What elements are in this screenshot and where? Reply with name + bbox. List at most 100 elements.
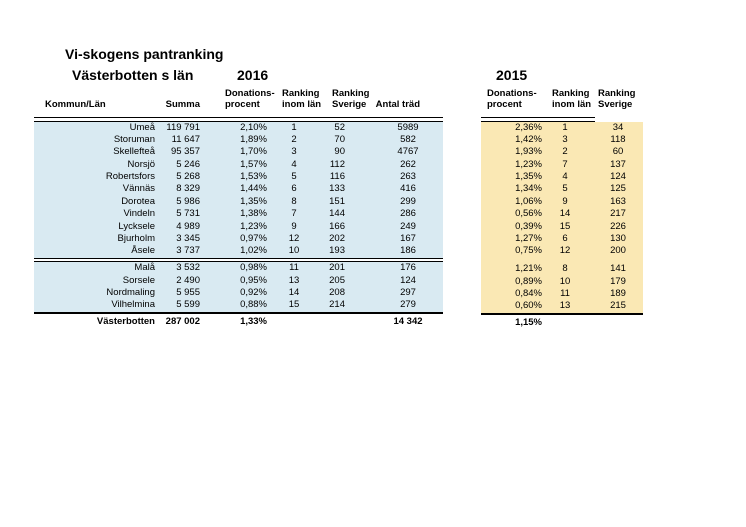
cell-rank_lan_2015: 7 — [562, 158, 568, 170]
cell-antal: 167 — [400, 233, 416, 245]
header-double-rule-right — [481, 117, 595, 122]
table-row: Umeå 119 791 2,10% 1 52 5989 — [34, 122, 443, 134]
section-divider-double-rule — [34, 257, 443, 263]
cell-antal: 249 — [400, 220, 416, 232]
cell-procent: 1,53% — [240, 171, 267, 183]
cell-antal: 279 — [400, 299, 416, 311]
table-row: 0,39% 15 226 — [481, 221, 643, 233]
cell-summa: 119 791 — [166, 121, 200, 133]
cell-procent_2015: 0,39% — [515, 220, 542, 232]
col-header-ranking-sverige-2015: Ranking Sverige — [598, 88, 636, 110]
cell-procent: 0,92% — [240, 287, 267, 299]
table-row: Vännäs 8 329 1,44% 6 133 416 — [34, 183, 443, 195]
cell-summa: 2 490 — [176, 274, 200, 286]
cell-procent_2015: 1,93% — [515, 146, 542, 158]
table-row: Vilhelmina 5 599 0,88% 15 214 279 — [34, 299, 443, 311]
cell-rank_lan: 11 — [289, 262, 299, 274]
table-row: 0,56% 14 217 — [481, 208, 643, 220]
table-2016-section-bottom: Malå 3 532 0,98% 11 201 176 Sorsele 2 490 0,95% 1… — [34, 262, 443, 312]
cell-rank_lan_2015: 3 — [562, 133, 568, 145]
cell-procent_2015: 0,75% — [515, 245, 542, 257]
cell-procent: 1,38% — [240, 208, 267, 220]
cell-rank_lan: 9 — [291, 220, 297, 232]
year-left-label: 2016 — [237, 67, 269, 83]
cell-procent: 1,57% — [240, 158, 267, 170]
cell-rank_sverige: 208 — [329, 287, 345, 299]
cell-total-summa: 287 002 — [165, 315, 200, 327]
cell-rank_lan: 6 — [291, 183, 297, 195]
table-2015: 2,36% 1 34 1,42% 3 118 1,93% 2 60 1,23% 7 137 1,35% 4… — [481, 117, 643, 330]
cell-kommun: Lycksele — [118, 220, 155, 232]
cell-kommun: Umeå — [129, 121, 155, 133]
cell-rank_lan_2015: 1 — [562, 121, 568, 133]
cell-antal: 286 — [400, 208, 416, 220]
cell-summa: 4 989 — [176, 220, 200, 232]
cell-antal: 263 — [400, 171, 416, 183]
cell-rank_sverige: 52 — [334, 121, 345, 133]
cell-rank_sverige: 144 — [329, 208, 345, 220]
cell-procent_2015: 1,35% — [515, 171, 542, 183]
cell-summa: 3 532 — [176, 262, 200, 274]
cell-summa: 3 345 — [176, 233, 200, 245]
cell-kommun: Vindeln — [123, 208, 155, 220]
cell-antal: 4767 — [397, 146, 419, 158]
cell-rank_lan: 12 — [288, 233, 300, 245]
table-row: Bjurholm 3 345 0,97% 12 202 167 — [34, 233, 443, 245]
table-2015-section-gap — [481, 257, 643, 264]
cell-rank_lan: 8 — [291, 195, 297, 207]
cell-rank_sverige_2015: 60 — [612, 146, 624, 158]
cell-kommun: Åsele — [131, 245, 155, 257]
cell-procent: 1,02% — [240, 245, 267, 257]
cell-kommun: Malå — [134, 262, 155, 274]
cell-procent: 1,44% — [240, 183, 267, 195]
table-row: 0,75% 12 200 — [481, 245, 643, 257]
cell-procent: 1,89% — [240, 133, 267, 145]
table-row: 1,21% 8 141 — [481, 263, 643, 275]
cell-summa: 95 357 — [170, 146, 200, 158]
table-row: 1,35% 4 124 — [481, 171, 643, 183]
cell-summa: 5 986 — [176, 195, 200, 207]
cell-rank_sverige: 214 — [329, 299, 345, 311]
cell-rank_sverige: 201 — [329, 262, 345, 274]
cell-summa: 5 599 — [176, 299, 200, 311]
cell-procent_2015: 1,06% — [515, 195, 542, 207]
cell-total-antal: 14 342 — [393, 315, 423, 327]
table-row: 0,84% 11 189 — [481, 288, 643, 300]
col-header-summa: Summa — [165, 99, 200, 110]
cell-rank_lan: 5 — [291, 171, 297, 183]
col-header-donationsprocent-2015: Donations- procent — [487, 88, 537, 110]
cell-rank_sverige: 151 — [329, 195, 345, 207]
cell-rank_lan_2015: 8 — [562, 263, 568, 275]
region-label: Västerbotten s län — [72, 67, 194, 83]
cell-rank_lan_2015: 11 — [560, 288, 570, 300]
cell-rank_sverige_2015: 200 — [610, 245, 626, 257]
table-row: 1,93% 2 60 — [481, 146, 643, 158]
table-2015-section-top: 2,36% 1 34 1,42% 3 118 1,93% 2 60 1,23% 7 137 1,35% 4… — [481, 121, 643, 258]
cell-procent: 1,70% — [240, 146, 267, 158]
table-row: Skellefteå 95 357 1,70% 3 90 4767 — [34, 146, 443, 158]
cell-rank_lan_2015: 15 — [559, 220, 571, 232]
col-header-ranking-sverige: Ranking Sverige — [332, 88, 370, 110]
table-row: 0,60% 13 215 — [481, 300, 643, 312]
table-row: Robertsfors 5 268 1,53% 5 116 263 — [34, 171, 443, 183]
col-header-ranking-inom-lan: Ranking inom län — [282, 88, 322, 110]
cell-procent_2015: 1,42% — [515, 133, 542, 145]
table-row: 2,36% 1 34 — [481, 122, 643, 134]
cell-total-label: Västerbotten — [96, 315, 155, 327]
cell-total-procent-2015: 1,15% — [515, 317, 542, 329]
table-row: 1,42% 3 118 — [481, 134, 643, 146]
total-row-2016: Västerbotten 287 002 1,33% 14 342 — [34, 315, 443, 329]
cell-antal: 262 — [400, 158, 416, 170]
cell-rank_sverige: 90 — [334, 146, 345, 158]
cell-rank_lan: 15 — [288, 299, 300, 311]
table-row: 1,23% 7 137 — [481, 159, 643, 171]
cell-antal: 416 — [400, 183, 416, 195]
cell-summa: 8 329 — [176, 183, 200, 195]
cell-antal: 176 — [400, 262, 416, 274]
cell-summa: 5 246 — [176, 158, 200, 170]
cell-rank_sverige_2015: 137 — [610, 158, 626, 170]
cell-rank_sverige_2015: 189 — [610, 288, 626, 300]
cell-antal: 186 — [400, 245, 416, 257]
cell-kommun: Dorotea — [121, 195, 155, 207]
